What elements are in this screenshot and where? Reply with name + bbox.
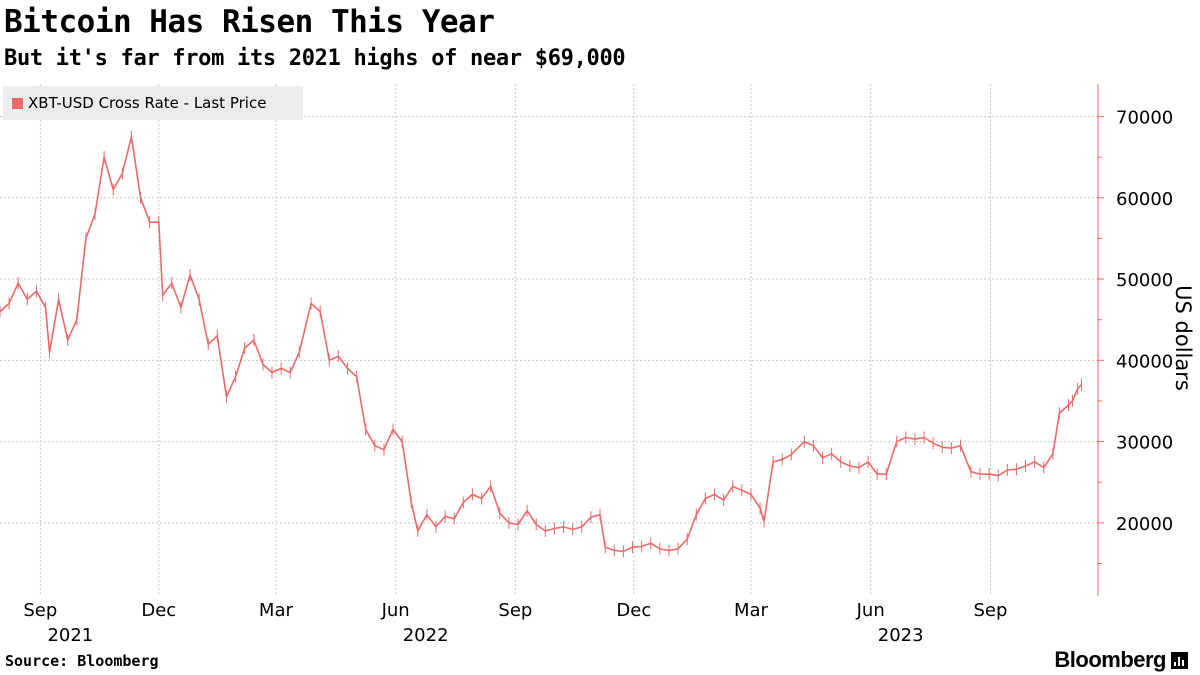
x-year-label: 2023 xyxy=(878,625,924,646)
brand-wordmark: Bloomberg xyxy=(1054,647,1166,672)
x-tick-label: Sep xyxy=(973,600,1007,621)
legend-swatch xyxy=(12,97,23,109)
price-line xyxy=(0,136,1083,553)
brand-logo: Bloomberg xyxy=(1054,647,1188,673)
chart-subtitle: But it's far from its 2021 highs of near… xyxy=(4,46,626,71)
legend-label: XBT-USD Cross Rate - Last Price xyxy=(28,94,267,112)
x-year-label: 2022 xyxy=(403,625,449,646)
x-tick-label: Mar xyxy=(734,600,769,621)
chart-series xyxy=(0,130,1083,558)
y-tick-label: 60000 xyxy=(1116,189,1173,210)
y-axis-title: US dollars xyxy=(1171,285,1195,391)
chart-grid xyxy=(0,84,1098,596)
y-tick-label: 40000 xyxy=(1116,351,1173,372)
y-tick-label: 70000 xyxy=(1116,108,1173,129)
x-tick-label: Sep xyxy=(23,600,57,621)
source-note: Source: Bloomberg xyxy=(5,652,159,670)
x-tick-label: Sep xyxy=(498,600,532,621)
x-tick-label: Jun xyxy=(381,600,410,621)
x-tick-label: Jun xyxy=(856,600,885,621)
y-tick-label: 20000 xyxy=(1116,514,1173,535)
chart-title: Bitcoin Has Risen This Year xyxy=(4,4,495,40)
x-tick-label: Dec xyxy=(616,600,651,621)
x-tick-label: Mar xyxy=(259,600,294,621)
x-year-label: 2021 xyxy=(47,625,93,646)
y-tick-label: 30000 xyxy=(1116,433,1173,454)
chart-axes: 20000 30000 40000 50000 60000 70000 Sep 2021 Dec… xyxy=(23,84,1173,646)
x-tick-label: Dec xyxy=(141,600,176,621)
chart-bars-icon xyxy=(1171,651,1188,669)
chart-legend: XBT-USD Cross Rate - Last Price xyxy=(3,86,303,120)
y-tick-label: 50000 xyxy=(1116,270,1173,291)
